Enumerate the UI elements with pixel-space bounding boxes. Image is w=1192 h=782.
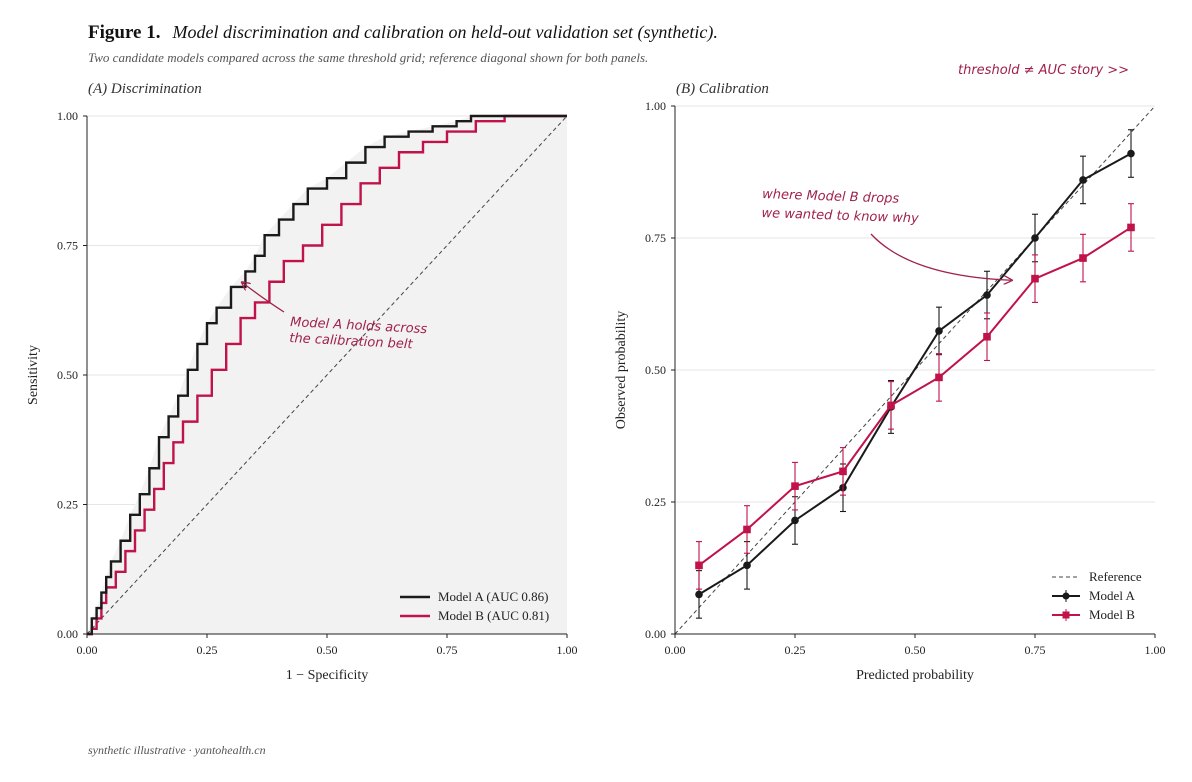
y-tick-label: 1.00 [645,99,666,113]
y-tick-label: 0.75 [57,239,78,253]
calibration-panel: 0.00 0.25 0.50 0.75 1.00 0.00 0.25 0.50 0.75 1.0… [614,99,1166,683]
y-tick-label: 1.00 [57,109,78,123]
data-point [695,590,703,599]
data-point [1127,223,1135,232]
legend-label-model-b: Model B [1089,607,1135,622]
data-point [743,561,751,570]
calibration-x-ticks: 0.00 0.25 0.50 0.75 1.00 [665,634,1166,657]
roc-curve-model-b [87,114,567,636]
data-point [791,516,799,525]
data-point [935,327,943,335]
calibration-series-model-b [695,203,1135,590]
roc-x-ticks: 0.00 0.25 0.50 0.75 1.00 [77,634,578,657]
x-tick-label: 0.75 [437,643,458,657]
x-tick-label: 0.00 [665,643,686,657]
calibration-series-model-a [695,129,1135,619]
calibration-line-model-a [698,152,1132,596]
legend-marker-model-a [1062,592,1070,600]
x-tick-label: 0.25 [197,643,218,657]
data-point [935,373,943,382]
data-point [983,332,991,341]
y-tick-label: 0.25 [57,498,78,512]
calibration-annotation-arrow [870,233,1011,280]
data-point [1079,254,1087,262]
x-tick-label: 0.50 [905,643,926,657]
data-point [791,482,799,490]
data-point [1079,176,1087,184]
x-tick-label: 0.75 [1025,643,1046,657]
data-point [743,525,751,534]
roc-reference-diagonal [86,115,568,635]
data-point [1031,234,1039,242]
figure-footer: synthetic illustrative · yantohealth.cn [88,743,266,757]
calibration-x-axis-label: Predicted probability [856,668,974,683]
calibration-y-ticks: 0.00 0.25 0.50 0.75 1.00 [645,99,675,641]
corner-note: threshold ≠ AUC story >> [958,63,1129,78]
data-point [695,561,703,570]
panel-b-label: (B) Calibration [676,81,769,97]
x-tick-label: 1.00 [557,643,578,657]
svg-text:Figure 1. Model discrimina: Figure 1. Model discrimination and calib… [88,22,718,43]
data-point [1127,149,1135,158]
data-point [839,467,847,476]
calibration-series [695,129,1135,619]
figure-title: Model discrimination and calibration on … [171,22,717,43]
y-tick-label: 0.25 [645,495,666,509]
y-tick-label: 0.50 [645,363,666,377]
roc-y-ticks: 0.00 0.25 0.50 0.75 1.00 [57,109,87,641]
roc-annotation-line: Model A holds across [290,315,428,337]
x-tick-label: 0.50 [317,643,338,657]
calibration-annotation-line: where Model B drops [762,187,900,207]
x-tick-label: 0.25 [785,643,806,657]
calibration-y-axis-label: Observed probability [614,311,629,430]
roc-panel: 0.00 0.25 0.50 0.75 1.00 0.00 0.25 0.50 0.75 1.0… [26,109,578,683]
x-tick-label: 1.00 [1145,643,1166,657]
roc-legend: Model A (AUC 0.86) Model B (AUC 0.81) [400,589,549,623]
calibration-line-model-b [698,226,1132,567]
legend-label-model-a: Model A [1089,588,1135,603]
data-point [887,401,895,410]
calibration-annotation-line: we wanted to know why [761,206,919,226]
roc-annotation-arrow [243,283,285,313]
y-tick-label: 0.00 [645,627,666,641]
figure-subtitle: Two candidate models compared across the… [88,50,648,65]
legend-label-reference: Reference [1089,569,1142,584]
roc-x-axis-label: 1 − Specificity [286,668,369,683]
x-tick-label: 0.00 [77,643,98,657]
y-tick-label: 0.00 [57,627,78,641]
y-tick-label: 0.75 [645,231,666,245]
calibration-legend: Reference Model A Model B [1052,569,1142,622]
panel-a-label: (A) Discrimination [88,81,202,97]
legend-label-model-b: Model B (AUC 0.81) [438,608,549,623]
legend-marker-model-b [1062,611,1070,619]
data-point [1031,274,1039,283]
roc-y-axis-label: Sensitivity [26,345,41,405]
roc-curve-model-a [87,114,567,636]
y-tick-label: 0.50 [57,368,78,382]
figure-label: Figure 1. [88,22,160,43]
legend-label-model-a: Model A (AUC 0.86) [438,589,549,604]
roc-annotation-line: the calibration belt [289,331,414,352]
data-point [983,291,991,299]
